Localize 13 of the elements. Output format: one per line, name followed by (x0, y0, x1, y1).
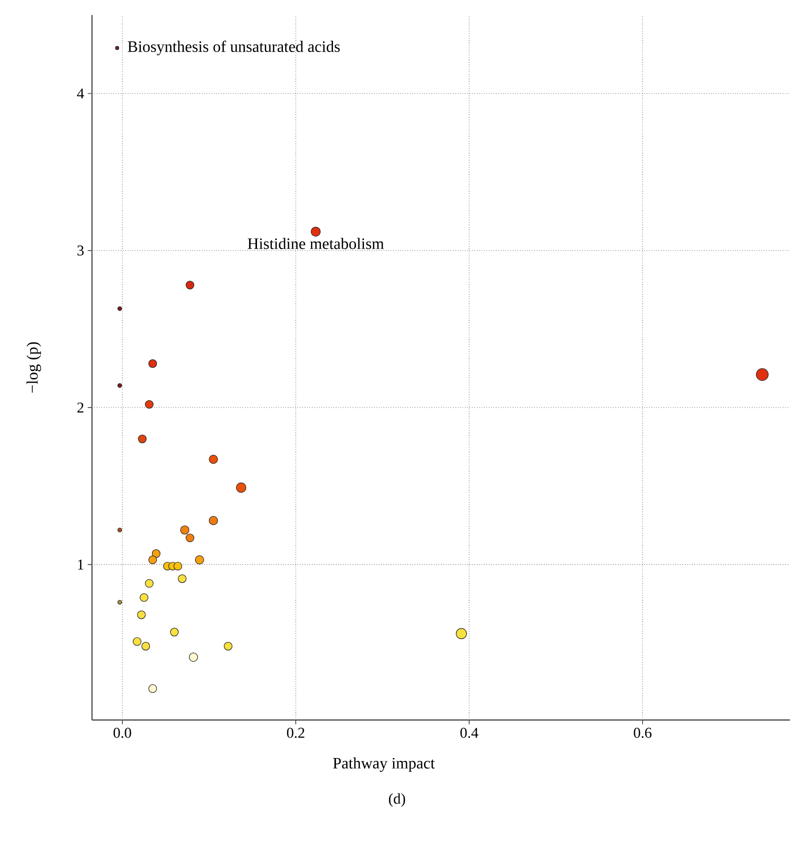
x-tick-label: 0.4 (460, 728, 478, 738)
x-tick-label: 0.6 (634, 728, 652, 738)
annotation: Biosynthesis of unsaturated acids (128, 40, 340, 56)
annotation: Histidine metabolism (248, 238, 384, 250)
text: (d) (388, 793, 406, 807)
y-axis-title: −log (p) (26, 342, 42, 393)
y-tick-label: 3 (77, 246, 84, 256)
y-tick-label: 4 (77, 88, 84, 98)
x-tick-label: 0.2 (286, 728, 304, 738)
y-tick-label: 2 (77, 402, 84, 412)
x-axis-title: Pathway impact (333, 757, 435, 772)
y-tick-label: 1 (78, 560, 84, 570)
x-tick-label: 0.0 (114, 728, 132, 738)
